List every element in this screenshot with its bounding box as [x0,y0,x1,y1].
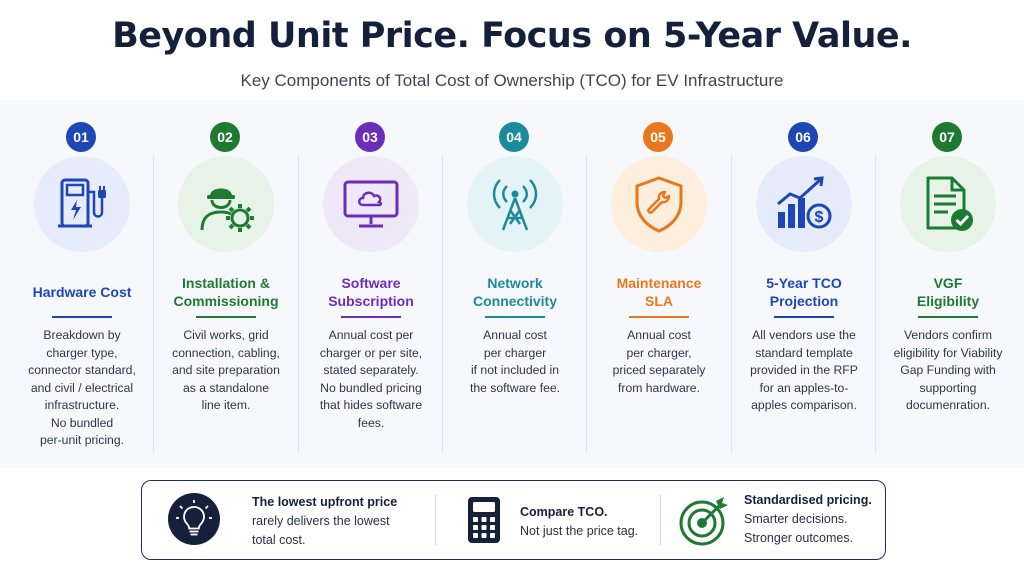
component-description: Vendors confirm eligibility for Viabilit… [893,328,1003,412]
component-description: Civil works, grid connection, cabling, a… [172,328,280,412]
lightbulb-icon [168,493,220,545]
component-title: Network Connectivity [472,275,557,309]
title-underline [629,316,689,318]
step-number-badge: 05 [643,122,673,152]
title-underline [485,316,545,318]
component-card: 06 $ 5-Year TCO Projection All vendors u… [732,120,876,460]
summary-divider [660,495,661,545]
ev-charger-icon [34,156,130,252]
target-icon [676,493,732,549]
component-description: Annual cost per charger, priced separate… [612,328,706,395]
summary-box: The lowest upfront price rarely delivers… [141,480,886,560]
column-divider [298,155,299,453]
component-description: All vendors use the standard template pr… [750,328,858,412]
component-title: Maintenance SLA [616,275,702,309]
summary-divider [435,495,436,545]
cloud-monitor-icon [323,156,419,252]
column-divider [875,155,876,453]
component-card: 01 Hardware Cost Breakdown by charger ty… [10,120,154,460]
component-title: Installation & Commissioning [173,275,279,309]
wrench-shield-icon [611,156,707,252]
column-divider [586,155,587,453]
step-number-badge: 03 [355,122,385,152]
component-card: 04 Network Connectivity Annual cost per … [443,120,587,460]
summary-right-text: Smarter decisions. Stronger outcomes. [744,512,854,545]
antenna-tower-icon [467,156,563,252]
component-card: 07 VGF Eligibility Vendors confirm eligi… [876,120,1020,460]
svg-text:$: $ [815,209,824,226]
worker-gear-icon [178,156,274,252]
page-title: Beyond Unit Price. Focus on 5-Year Value… [112,16,912,56]
step-number-badge: 01 [66,122,96,152]
step-number-badge: 07 [932,122,962,152]
component-title: Hardware Cost [32,284,132,300]
component-card: 05 Maintenance SLA Annual cost per charg… [587,120,731,460]
document-check-icon [900,156,996,252]
title-underline [341,316,401,318]
column-divider [442,155,443,453]
summary-middle-strong: Compare TCO. [520,505,608,519]
step-number-badge: 02 [210,122,240,152]
step-number-badge: 04 [499,122,529,152]
title-underline [774,316,834,318]
column-divider [731,155,732,453]
title-underline [918,316,978,318]
component-title: VGF Eligibility [916,275,980,309]
summary-middle-text: Not just the price tag. [520,524,639,538]
component-description: Annual cost per charger or per site, sta… [319,328,423,430]
component-title: Software Subscription [328,275,414,309]
summary-left-text: rarely delivers the lowest total cost. [252,514,390,547]
component-card: 02 Installation & Commissioning Civil wo… [154,120,298,460]
calculator-icon [464,495,504,547]
summary-right-strong: Standardised pricing. [744,493,872,507]
step-number-badge: 06 [788,122,818,152]
component-description: Annual cost per charger if not included … [469,328,561,395]
component-description: Breakdown by charger type, connector sta… [28,328,136,447]
summary-left-strong: The lowest upfront price [252,495,398,509]
chart-dollar-icon: $ [756,156,852,252]
title-underline [52,316,112,318]
title-underline [196,316,256,318]
component-card: 03 Software Subscription Annual cost per… [299,120,443,460]
component-title: 5-Year TCO Projection [766,275,842,309]
column-divider [153,155,154,453]
page-subtitle: Key Components of Total Cost of Ownershi… [240,71,784,90]
